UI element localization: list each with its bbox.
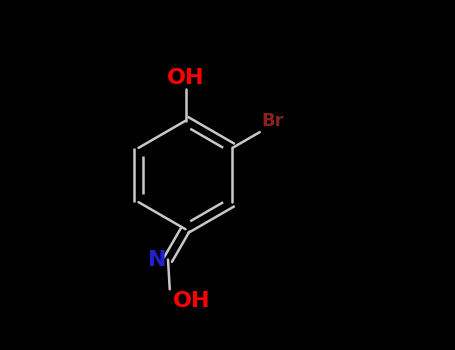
Text: Br: Br [262, 112, 284, 130]
Text: OH: OH [172, 291, 210, 311]
Text: N: N [148, 250, 166, 270]
Text: OH: OH [167, 68, 204, 88]
